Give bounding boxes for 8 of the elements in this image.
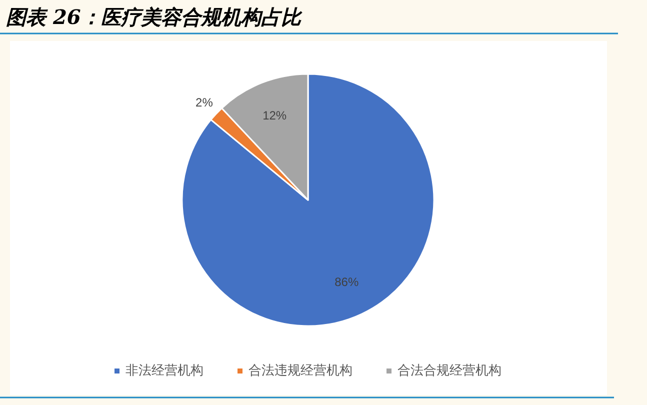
- chart-title: 图表 26：医疗美容合规机构占比: [6, 5, 303, 29]
- data-label: 2%: [196, 96, 214, 110]
- data-label: 12%: [262, 108, 287, 123]
- legend-label: 非法经营机构: [126, 364, 204, 378]
- legend-label: 合法合规经营机构: [398, 364, 502, 378]
- legend-label: 合法违规经营机构: [248, 364, 352, 378]
- pie-slice: [181, 73, 435, 327]
- data-label: 86%: [334, 275, 359, 290]
